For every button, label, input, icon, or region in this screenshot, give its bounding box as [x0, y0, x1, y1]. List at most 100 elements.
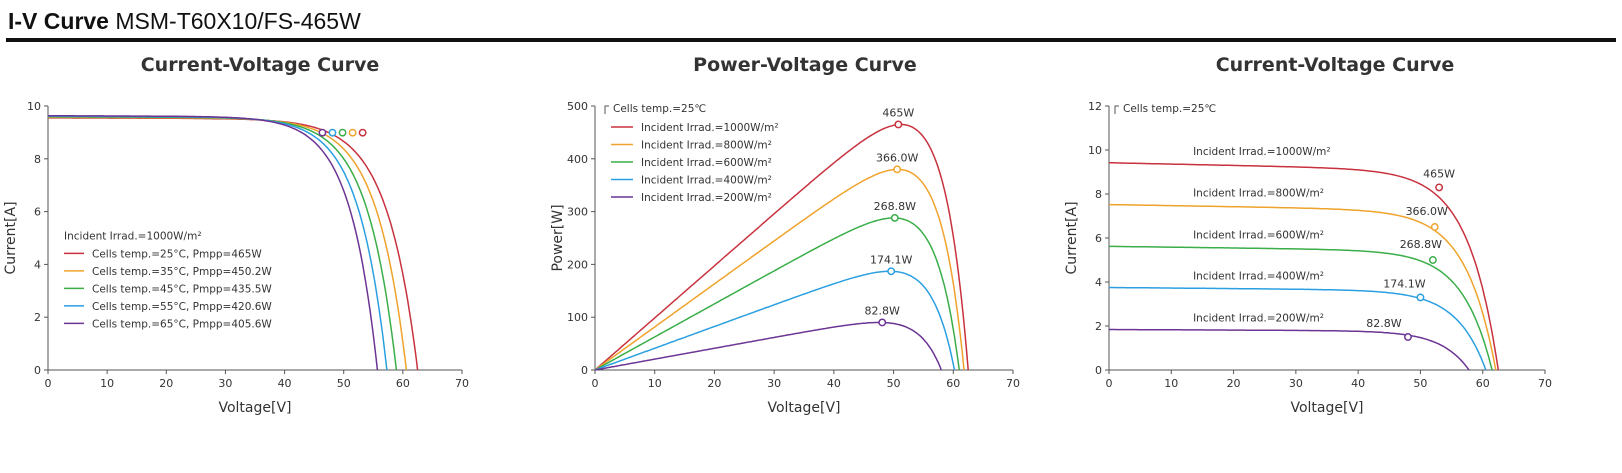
series-line: [1109, 286, 1487, 371]
mpp-label: 268.8W: [1400, 238, 1442, 251]
x-tick-label: 30: [767, 377, 781, 390]
series-line: [1109, 328, 1470, 371]
legend-header: Incident Irrad.=1000W/m²: [64, 230, 202, 242]
legend-entry: Incident Irrad.=1000W/m²: [641, 122, 779, 134]
mpp-label: 268.8W: [874, 200, 916, 213]
x-tick-label: 20: [1227, 377, 1241, 390]
chart-iv-temperature-svg: 0 10 20 30 40 50 60 70 0 2 4 6 8 10 Voltage[V] Current[…: [3, 100, 469, 416]
x-tick-label: 70: [455, 377, 469, 390]
series-line: [48, 116, 398, 371]
mpp-marker: [348, 128, 357, 137]
x-axis-label: Voltage[V]: [1290, 400, 1363, 416]
legend-entry: Cells temp.=65°C, Pmpp=405.6W: [92, 318, 272, 330]
mpp-marker: [1435, 183, 1444, 192]
mpp-marker: [1416, 293, 1425, 302]
chart-iv-irradiance: Current-Voltage Curve 0 10 20 30 40 50 60 70 0 2 4…: [1055, 44, 1615, 464]
chart-iv-irradiance-svg: 0 10 20 30 40 50 60 70 0 2 4 6 8 10 12 Voltage[V] Curren…: [1064, 100, 1552, 416]
mpp-label: 366.0W: [876, 151, 918, 164]
mpp-label: 82.8W: [1366, 317, 1401, 330]
mpp-marker: [1430, 223, 1439, 231]
mpp-marker: [893, 165, 902, 174]
x-tick-label: 0: [45, 377, 52, 390]
y-tick-label: 200: [567, 258, 588, 271]
series-line: [594, 168, 965, 371]
series-label: Incident Irrad.=200W/m²: [1193, 313, 1324, 325]
series-line: [594, 217, 961, 371]
header-rule: [6, 38, 1616, 42]
y-tick-label: 4: [1095, 276, 1102, 289]
series-line: [1109, 162, 1500, 371]
chart-title: Power-Voltage Curve: [693, 54, 917, 76]
y-tick-label: 0: [1095, 364, 1102, 377]
x-tick-label: 70: [1538, 377, 1552, 390]
y-tick-label: 400: [567, 153, 588, 166]
mpp-label: 465W: [882, 106, 914, 119]
series-line: [594, 123, 969, 371]
y-tick-label: 2: [34, 311, 41, 324]
legend-entry: Cells temp.=55°C, Pmpp=420.6W: [92, 301, 272, 313]
x-tick-label: 20: [159, 377, 173, 390]
mpp-marker: [328, 128, 337, 137]
page-title: I-V Curve MSM-T60X10/FS-465W: [8, 8, 361, 35]
legend-header: Cells temp.=25℃: [613, 103, 706, 115]
chart-iv-temperature: Current-Voltage Curve 0 10 20 30 40 50 60 70 0 2 4…: [0, 44, 520, 464]
y-tick-label: 0: [581, 364, 588, 377]
x-tick-label: 60: [396, 377, 410, 390]
x-tick-label: 10: [100, 377, 114, 390]
mpp-marker: [894, 120, 903, 129]
series-line: [1109, 245, 1493, 371]
legend-entry: Incident Irrad.=600W/m²: [641, 157, 772, 169]
legend-bracket: [1114, 105, 1119, 114]
series-line: [48, 117, 419, 371]
x-tick-label: 10: [648, 377, 662, 390]
chart-title: Current-Voltage Curve: [1215, 54, 1455, 76]
mpp-label: 174.1W: [870, 253, 912, 266]
series-label: Incident Irrad.=600W/m²: [1193, 229, 1324, 241]
title-bold: I-V Curve: [8, 8, 109, 34]
y-tick-label: 8: [1095, 188, 1102, 201]
legend-header: Cells temp.=25℃: [1123, 103, 1216, 115]
chart-pv-irradiance: Power-Voltage Curve 0 10 20 30 40 50 60 70 0 100 2…: [545, 44, 1065, 464]
x-tick-label: 60: [1476, 377, 1490, 390]
x-tick-label: 10: [1164, 377, 1178, 390]
y-axis-label: Current[A]: [1064, 201, 1080, 274]
x-tick-label: 0: [592, 377, 599, 390]
x-tick-label: 40: [1351, 377, 1365, 390]
x-tick-label: 50: [887, 377, 901, 390]
x-tick-label: 70: [1006, 377, 1020, 390]
series-label: Incident Irrad.=1000W/m²: [1193, 146, 1331, 158]
y-axis-label: Power[W]: [550, 204, 566, 271]
x-tick-label: 50: [1413, 377, 1427, 390]
x-tick-label: 30: [218, 377, 232, 390]
y-axis-label: Current[A]: [3, 201, 19, 274]
x-tick-label: 20: [707, 377, 721, 390]
x-tick-label: 0: [1106, 377, 1113, 390]
legend-entry: Incident Irrad.=400W/m²: [641, 175, 772, 187]
x-tick-label: 60: [946, 377, 960, 390]
series-label: Incident Irrad.=800W/m²: [1193, 188, 1324, 200]
y-tick-label: 10: [27, 100, 41, 113]
y-tick-label: 2: [1095, 320, 1102, 333]
y-tick-label: 12: [1088, 100, 1102, 113]
y-tick-label: 300: [567, 206, 588, 219]
y-tick-label: 100: [567, 311, 588, 324]
legend-entry: Incident Irrad.=200W/m²: [641, 192, 772, 204]
x-tick-label: 50: [337, 377, 351, 390]
legend-entry: Incident Irrad.=800W/m²: [641, 140, 772, 152]
y-tick-label: 500: [567, 100, 588, 113]
title-model: MSM-T60X10/FS-465W: [115, 8, 361, 34]
x-tick-label: 40: [827, 377, 841, 390]
series-line: [48, 116, 408, 371]
legend-entry: Cells temp.=35°C, Pmpp=450.2W: [92, 266, 272, 278]
mpp-label: 82.8W: [865, 304, 900, 317]
legend-entry: Cells temp.=45°C, Pmpp=435.5W: [92, 283, 272, 295]
y-tick-label: 6: [34, 206, 41, 219]
chart-title: Current-Voltage Curve: [140, 54, 380, 76]
series-line: [594, 270, 956, 371]
mpp-marker: [318, 128, 327, 137]
mpp-marker: [1428, 256, 1437, 264]
chart-pv-irradiance-svg: 0 10 20 30 40 50 60 70 0 100 200 300 400 500 Voltage[V…: [550, 100, 1020, 416]
y-tick-label: 4: [34, 258, 41, 271]
mpp-label: 465W: [1423, 167, 1455, 180]
y-tick-label: 10: [1088, 144, 1102, 157]
